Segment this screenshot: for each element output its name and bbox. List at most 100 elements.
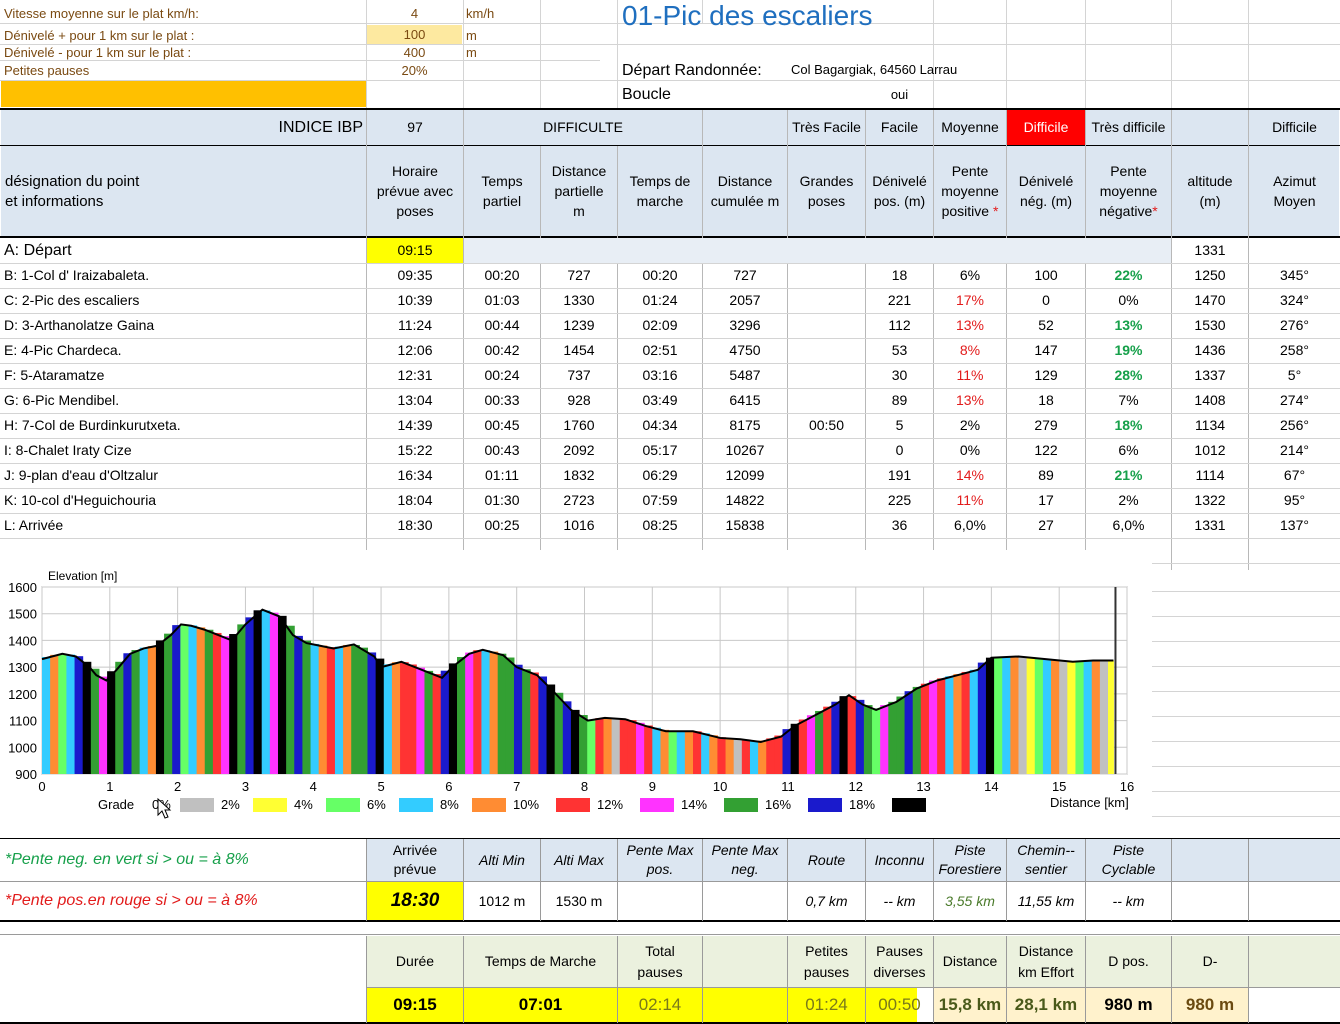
cell-dneg[interactable]: 17 <box>1038 492 1054 508</box>
cell-horaire[interactable]: 18:30 <box>397 517 433 533</box>
cell-tp[interactable]: 01:11 <box>485 467 519 483</box>
cell-pneg[interactable]: 0% <box>1118 292 1139 308</box>
cell-gp[interactable] <box>788 288 865 313</box>
cell-az[interactable]: 256° <box>1280 417 1309 433</box>
cell-dp[interactable]: 1760 <box>563 417 595 433</box>
cell-gp[interactable] <box>788 238 865 263</box>
cell-gp[interactable]: 00:50 <box>808 417 845 433</box>
cell-tp[interactable]: 00:33 <box>484 392 520 408</box>
cell-horaire[interactable]: 12:06 <box>397 342 433 358</box>
point-name[interactable]: K: 10-col d'Heguichouria <box>4 492 157 508</box>
cell-tp[interactable]: 00:44 <box>484 317 520 333</box>
depart-value[interactable]: Col Bagargiak, 64560 Larrau <box>791 62 958 77</box>
cell-ppos[interactable]: 11% <box>956 367 984 383</box>
cell-tm[interactable]: 02:51 <box>642 342 678 358</box>
boucle-value[interactable]: oui <box>890 87 909 102</box>
cell-tm[interactable]: 02:09 <box>642 317 678 333</box>
point-name[interactable]: G: 6-Pic Mendibel. <box>4 392 120 408</box>
cell-dp[interactable]: 2092 <box>563 442 595 458</box>
cell-dpos[interactable]: 191 <box>887 467 912 483</box>
cell-tp[interactable]: 00:24 <box>484 367 520 383</box>
cell-tm[interactable]: 00:20 <box>642 267 678 283</box>
cell-az[interactable]: 324° <box>1280 292 1309 308</box>
cell-ppos[interactable] <box>934 238 1006 263</box>
cell-horaire[interactable]: 09:35 <box>397 267 433 283</box>
cell-dpos[interactable]: 112 <box>888 317 911 333</box>
cell-gp[interactable] <box>788 388 865 413</box>
cell-ppos[interactable]: 17% <box>955 292 985 308</box>
cell-gp[interactable] <box>788 263 865 288</box>
cell-pneg[interactable]: 6,0% <box>1112 517 1145 533</box>
cell-ppos[interactable]: 8% <box>959 342 981 358</box>
cell-alt[interactable]: 1470 <box>1194 292 1226 308</box>
cell-horaire[interactable]: 18:04 <box>397 492 433 508</box>
cell-ppos[interactable]: 2% <box>959 417 981 433</box>
cell-gp[interactable] <box>788 463 865 488</box>
cell-dc[interactable] <box>703 238 787 263</box>
cell-dc[interactable]: 15838 <box>725 517 765 533</box>
cell-dpos[interactable]: 221 <box>887 292 912 308</box>
cell-pneg[interactable]: 18% <box>1114 417 1143 433</box>
cell-dp[interactable]: 1239 <box>563 317 595 333</box>
cell-az[interactable]: 276° <box>1280 317 1309 333</box>
param-value[interactable]: 400 <box>403 45 426 60</box>
cell-dneg[interactable]: 89 <box>1038 467 1054 483</box>
point-name[interactable]: L: Arrivée <box>4 517 64 533</box>
cell-tp[interactable]: 01:30 <box>484 492 520 508</box>
point-name[interactable]: B: 1-Col d' Iraizabaleta. <box>4 267 150 283</box>
param-value[interactable]: 4 <box>410 6 419 21</box>
cell-dc[interactable]: 6415 <box>729 392 761 408</box>
cell-alt[interactable]: 1114 <box>1195 467 1225 483</box>
cell-az[interactable]: 258° <box>1280 342 1309 358</box>
cell-dc[interactable]: 12099 <box>725 467 765 483</box>
cell-tp[interactable]: 00:20 <box>484 267 520 283</box>
cell-az[interactable]: 274° <box>1280 392 1309 408</box>
cell-dc[interactable]: 5487 <box>729 367 761 383</box>
cell-dpos[interactable]: 53 <box>891 342 908 358</box>
cell-ppos[interactable]: 6% <box>959 267 981 283</box>
cell-az[interactable]: 67° <box>1283 467 1306 483</box>
cell-dneg[interactable]: 18 <box>1038 392 1054 408</box>
cell-gp[interactable] <box>788 513 865 538</box>
cell-tp[interactable]: 00:45 <box>484 417 520 433</box>
cell-gp[interactable] <box>788 338 865 363</box>
cell-tp[interactable]: 00:43 <box>484 442 520 458</box>
cell-dneg[interactable]: 52 <box>1038 317 1054 333</box>
cell-gp[interactable] <box>788 313 865 338</box>
point-name[interactable]: C: 2-Pic des escaliers <box>4 292 140 308</box>
cell-pneg[interactable]: 21% <box>1114 467 1143 483</box>
cell-dp[interactable]: 1454 <box>563 342 595 358</box>
cell-gp[interactable] <box>788 363 865 388</box>
point-name[interactable]: I: 8-Chalet Iraty Cize <box>4 442 132 458</box>
cell-alt[interactable]: 1408 <box>1194 392 1226 408</box>
cell-dpos[interactable]: 5 <box>895 417 904 433</box>
cell-alt[interactable]: 1331 <box>1194 517 1226 533</box>
cell-ppos[interactable]: 6,0% <box>954 517 986 533</box>
cell-horaire[interactable]: 15:22 <box>397 442 433 458</box>
cell-dneg[interactable]: 279 <box>1034 417 1058 433</box>
cell-alt[interactable]: 1436 <box>1194 342 1226 358</box>
cell-alt[interactable]: 1134 <box>1194 417 1226 433</box>
point-name[interactable]: J: 9-plan d'eau d'Oltzalur <box>4 467 158 483</box>
cell-dp[interactable]: 1832 <box>563 467 595 483</box>
cell-dc[interactable]: 10267 <box>725 442 765 458</box>
cell-dpos[interactable]: 30 <box>891 367 908 383</box>
cell-ppos[interactable]: 14% <box>955 467 985 483</box>
cell-dneg[interactable]: 147 <box>1034 342 1058 358</box>
cell-dneg[interactable]: 100 <box>1034 267 1058 283</box>
point-name[interactable]: F: 5-Ataramatze <box>4 367 105 383</box>
cell-dp[interactable]: 2723 <box>563 492 595 508</box>
cell-alt[interactable]: 1530 <box>1194 317 1226 333</box>
param-value[interactable]: 20% <box>401 63 428 78</box>
cell-tp[interactable]: 00:25 <box>484 517 520 533</box>
cell-pneg[interactable]: 22% <box>1114 267 1143 283</box>
cell-az[interactable]: 137° <box>1280 517 1309 533</box>
cell-pneg[interactable]: 7% <box>1118 392 1139 408</box>
cell-az[interactable]: 5° <box>1287 367 1302 383</box>
cell-az[interactable]: 214° <box>1280 442 1309 458</box>
cell-dpos[interactable]: 225 <box>887 492 912 508</box>
cell-dc[interactable]: 14822 <box>725 492 765 508</box>
cell-ppos[interactable]: 0% <box>959 442 981 458</box>
cell-dpos[interactable]: 36 <box>891 517 908 533</box>
cell-pneg[interactable]: 2% <box>1118 492 1139 508</box>
